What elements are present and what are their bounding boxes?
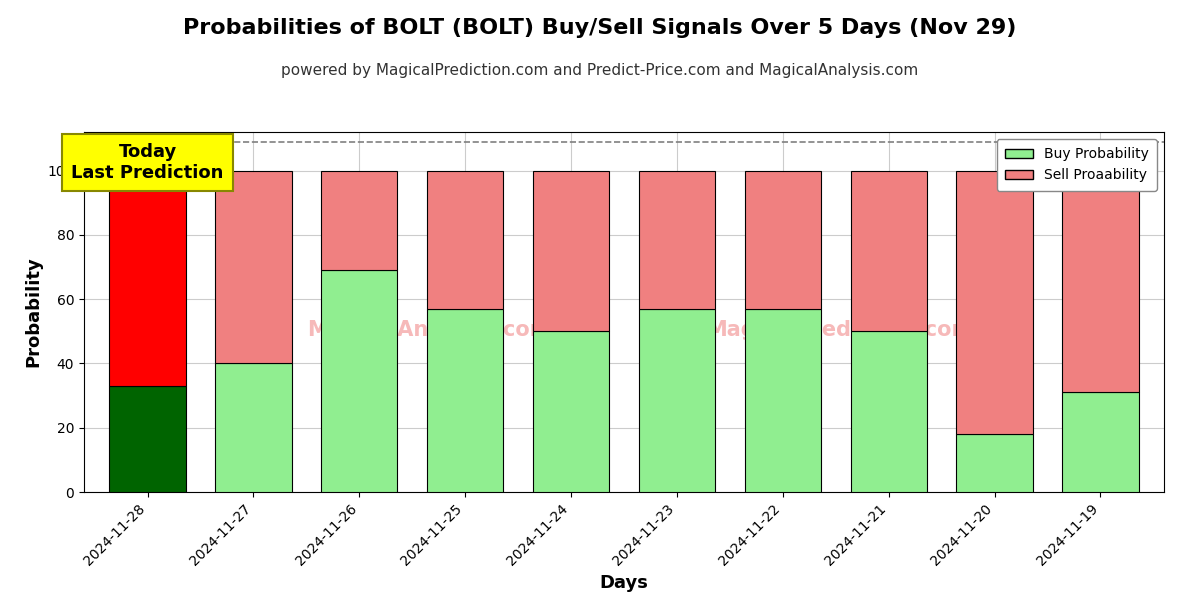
Bar [1062,392,1139,492]
Bar [109,170,186,386]
Bar [745,170,821,309]
Bar [109,386,186,492]
Bar [851,170,926,331]
Bar [215,170,292,364]
Bar [638,309,715,492]
Text: MagicalAnalysis.com: MagicalAnalysis.com [307,320,552,340]
Text: Probabilities of BOLT (BOLT) Buy/Sell Signals Over 5 Days (Nov 29): Probabilities of BOLT (BOLT) Buy/Sell Si… [184,18,1016,38]
Bar [956,170,1033,434]
Bar [215,364,292,492]
Bar [322,170,397,270]
Bar [427,170,503,309]
X-axis label: Days: Days [600,574,648,592]
Y-axis label: Probability: Probability [24,257,42,367]
Text: Today
Last Prediction: Today Last Prediction [71,143,223,182]
Bar [427,309,503,492]
Bar [533,170,610,331]
Bar [851,331,926,492]
Bar [322,270,397,492]
Text: MagicalPrediction.com: MagicalPrediction.com [707,320,973,340]
Bar [1062,170,1139,392]
Bar [533,331,610,492]
Bar [638,170,715,309]
Bar [956,434,1033,492]
Bar [745,309,821,492]
Legend: Buy Probability, Sell Proaability: Buy Probability, Sell Proaability [997,139,1157,191]
Text: powered by MagicalPrediction.com and Predict-Price.com and MagicalAnalysis.com: powered by MagicalPrediction.com and Pre… [281,63,919,78]
